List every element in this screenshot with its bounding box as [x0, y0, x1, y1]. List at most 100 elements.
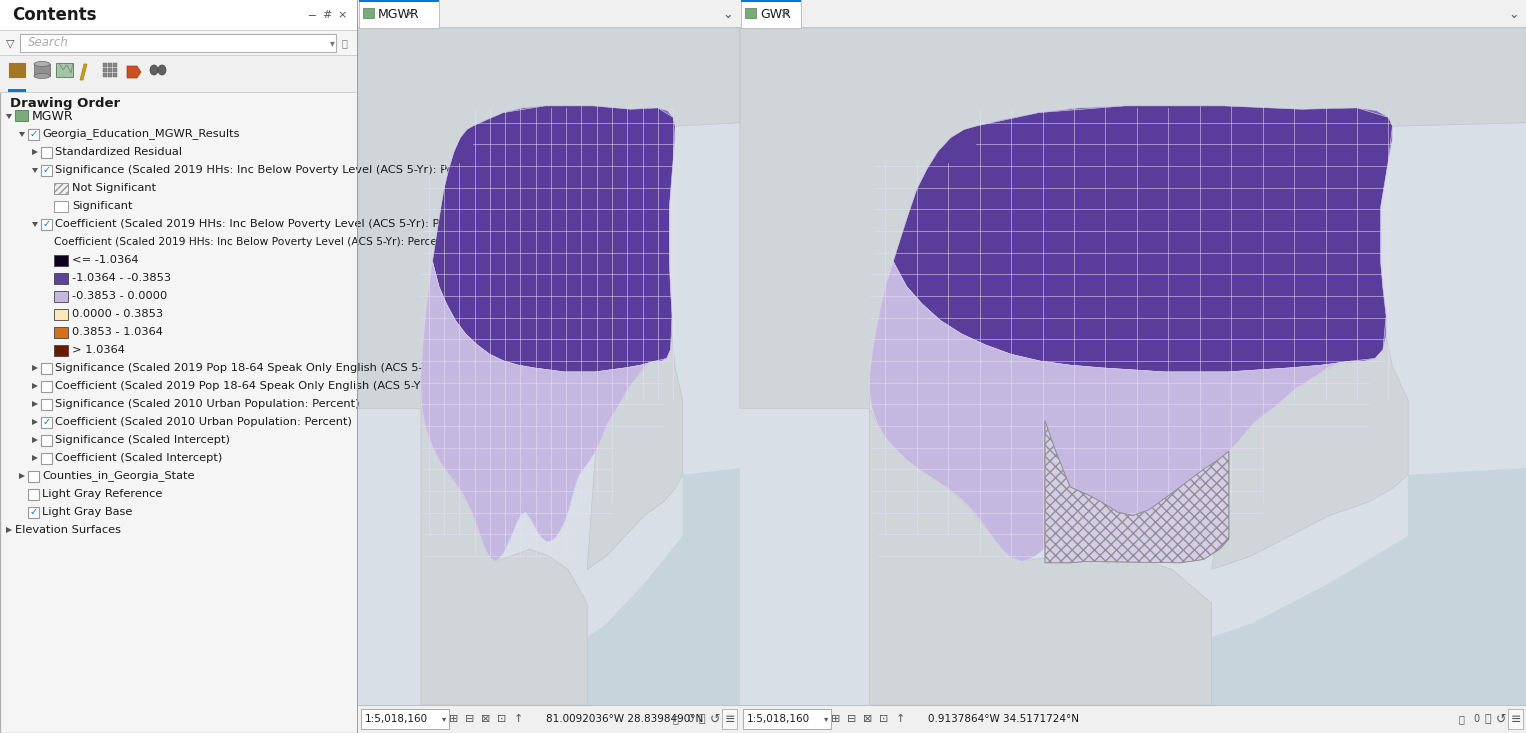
Polygon shape — [18, 132, 24, 137]
Text: Significance (Scaled 2019 HHs: Inc Below Poverty Level (ACS 5-Yr): Percent): Significance (Scaled 2019 HHs: Inc Below… — [55, 165, 487, 175]
Polygon shape — [32, 419, 38, 425]
Bar — [1508, 709, 1523, 729]
Polygon shape — [32, 365, 38, 371]
Bar — [359, 0, 439, 28]
Polygon shape — [6, 114, 12, 119]
Text: Standardized Residual: Standardized Residual — [55, 147, 182, 157]
Polygon shape — [740, 28, 1526, 408]
Bar — [740, 705, 1526, 733]
Bar — [102, 63, 107, 67]
Bar — [102, 68, 107, 72]
Text: Significant: Significant — [72, 201, 133, 211]
Text: ↺: ↺ — [710, 712, 720, 726]
Bar — [41, 435, 52, 446]
Polygon shape — [421, 408, 588, 705]
Text: Drawing Order: Drawing Order — [11, 97, 121, 111]
Polygon shape — [32, 401, 38, 407]
Text: 1:5,018,160: 1:5,018,160 — [365, 714, 429, 724]
Text: 81.0092036°W 28.8398490°N: 81.0092036°W 28.8398490°N — [546, 714, 703, 724]
Text: ✓: ✓ — [29, 507, 38, 517]
Bar — [12, 66, 24, 76]
Bar — [740, 705, 1526, 706]
Bar — [108, 63, 111, 67]
Text: ⊠: ⊠ — [481, 714, 491, 724]
Bar — [53, 309, 69, 320]
Bar — [113, 63, 118, 67]
Bar — [359, 705, 740, 706]
Polygon shape — [79, 64, 87, 80]
Text: 1:5,018,160: 1:5,018,160 — [748, 714, 810, 724]
Polygon shape — [588, 468, 740, 705]
Bar — [0, 0, 359, 30]
Bar — [113, 73, 118, 77]
Text: Contents: Contents — [12, 6, 96, 24]
Bar — [41, 219, 52, 230]
Bar — [41, 363, 52, 374]
Text: Search: Search — [27, 37, 69, 50]
Text: ▽: ▽ — [6, 38, 14, 48]
Polygon shape — [588, 289, 682, 570]
Text: ⊞: ⊞ — [449, 714, 459, 724]
Bar — [359, 0, 740, 28]
Bar — [359, 28, 740, 705]
Bar — [742, 0, 801, 2]
Bar — [359, 705, 740, 733]
Text: Coefficient (Scaled 2019 HHs: Inc Below Poverty Level (ACS 5-Yr): Percent): Coefficient (Scaled 2019 HHs: Inc Below … — [53, 237, 452, 247]
Polygon shape — [1045, 421, 1228, 563]
Text: Coefficient (Scaled Intercept): Coefficient (Scaled Intercept) — [55, 453, 223, 463]
Bar — [740, 0, 1526, 733]
Bar — [745, 8, 755, 18]
Text: ⊞: ⊞ — [832, 714, 841, 724]
Bar — [740, 28, 1526, 705]
Text: Significance (Scaled Intercept): Significance (Scaled Intercept) — [55, 435, 230, 445]
Text: ⊠: ⊠ — [864, 714, 873, 724]
Bar — [53, 291, 69, 302]
Text: 0.0000 - 0.3853: 0.0000 - 0.3853 — [72, 309, 163, 319]
Text: Light Gray Reference: Light Gray Reference — [43, 489, 162, 499]
Text: Counties_in_Georgia_State: Counties_in_Georgia_State — [43, 471, 194, 482]
Bar — [53, 183, 69, 194]
Bar — [53, 273, 69, 284]
Bar — [108, 68, 111, 72]
Bar — [53, 327, 69, 338]
Text: ✓: ✓ — [29, 129, 38, 139]
Text: ⊟: ⊟ — [465, 714, 475, 724]
Text: 0.3853 - 1.0364: 0.3853 - 1.0364 — [72, 327, 163, 337]
Bar — [27, 507, 40, 518]
Text: Significance (Scaled 2019 Pop 18-64 Speak Only English (ACS 5-Yr): Percent): Significance (Scaled 2019 Pop 18-64 Spea… — [55, 363, 491, 373]
Ellipse shape — [34, 73, 50, 78]
Bar — [15, 110, 27, 121]
Text: ✓: ✓ — [43, 417, 50, 427]
Polygon shape — [127, 66, 140, 78]
Bar — [53, 201, 69, 212]
Text: ↑: ↑ — [896, 714, 905, 724]
Bar — [722, 709, 737, 729]
Text: ×: × — [404, 7, 415, 21]
Text: ×: × — [780, 7, 790, 21]
Bar — [0, 92, 359, 93]
Text: Coefficient (Scaled 2019 Pop 18-64 Speak Only English (ACS 5-Yr): Percent): Coefficient (Scaled 2019 Pop 18-64 Speak… — [55, 381, 484, 391]
Bar — [20, 34, 336, 52]
Bar — [108, 73, 111, 77]
Polygon shape — [870, 262, 1352, 561]
Polygon shape — [870, 408, 1212, 705]
Bar — [27, 471, 40, 482]
Polygon shape — [32, 455, 38, 461]
Text: ↺: ↺ — [1495, 712, 1506, 726]
Bar — [740, 27, 1526, 28]
Text: 0: 0 — [1473, 714, 1479, 724]
Text: Coefficient (Scaled 2010 Urban Population: Percent): Coefficient (Scaled 2010 Urban Populatio… — [55, 417, 353, 427]
Bar — [41, 165, 52, 176]
Text: ⊡: ⊡ — [879, 714, 888, 724]
Bar — [41, 453, 52, 464]
Bar — [0, 56, 359, 92]
Polygon shape — [32, 437, 38, 443]
Text: ▾: ▾ — [824, 715, 829, 723]
Polygon shape — [432, 106, 674, 372]
Polygon shape — [1212, 289, 1408, 570]
Bar — [8, 62, 26, 78]
Text: Elevation Surfaces: Elevation Surfaces — [15, 525, 121, 535]
Bar — [359, 0, 439, 2]
Bar — [113, 68, 118, 72]
Text: MGWR: MGWR — [378, 7, 420, 21]
